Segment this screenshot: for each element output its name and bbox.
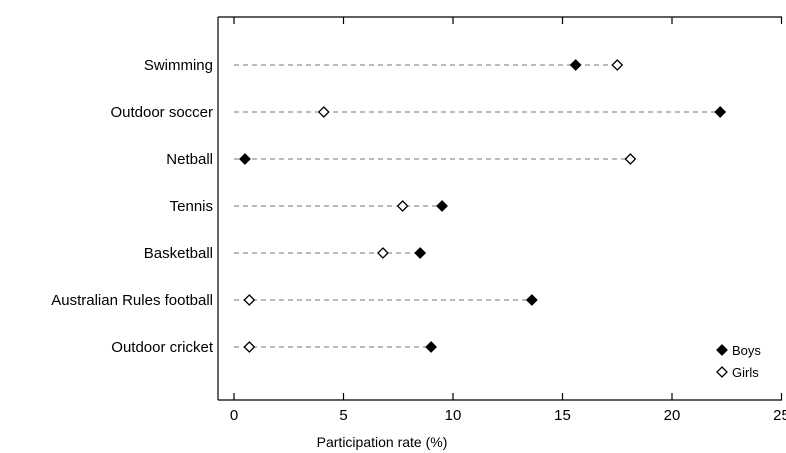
category-label: Outdoor cricket (111, 339, 214, 356)
category-label: Australian Rules football (51, 292, 213, 309)
boys-marker (414, 247, 427, 259)
legend: Boys Girls (716, 343, 761, 380)
girls-marker (317, 106, 330, 118)
category-label: Swimming (144, 57, 213, 74)
girls-marker (396, 200, 409, 212)
x-tick-label: 25 (773, 407, 786, 424)
boys-marker (714, 106, 727, 118)
x-tick-label: 20 (664, 407, 681, 424)
girls-marker (243, 294, 256, 306)
category-label: Outdoor soccer (110, 104, 213, 121)
category-label: Tennis (170, 198, 213, 215)
x-axis-ticks: 0 5 10 15 20 25 (230, 17, 786, 424)
girls-marker (624, 153, 637, 165)
boys-marker (569, 59, 582, 71)
boys-marker (525, 294, 538, 306)
legend-label: Girls (732, 365, 759, 380)
x-tick-label: 10 (445, 407, 462, 424)
category-label: Basketball (144, 245, 213, 262)
girls-marker (611, 59, 624, 71)
boys-marker (436, 200, 448, 212)
x-tick-label: 15 (554, 407, 571, 424)
boys-legend-marker (716, 344, 728, 356)
x-tick-label: 0 (230, 407, 238, 424)
plot-area (217, 16, 782, 401)
x-tick-label: 5 (339, 407, 347, 424)
girls-marker (377, 247, 389, 259)
girls-legend-marker (716, 366, 728, 378)
legend-label: Boys (732, 343, 761, 358)
girls-marker (243, 341, 256, 353)
boys-marker (239, 153, 251, 165)
data-markers (239, 59, 727, 353)
x-axis-title: Participation rate (%) (317, 434, 448, 450)
category-label: Netball (166, 151, 213, 168)
dashed-guide-lines (234, 64, 721, 348)
category-labels: Swimming Outdoor soccer Netball Tennis Baske… (51, 57, 214, 356)
boys-marker (425, 341, 438, 353)
